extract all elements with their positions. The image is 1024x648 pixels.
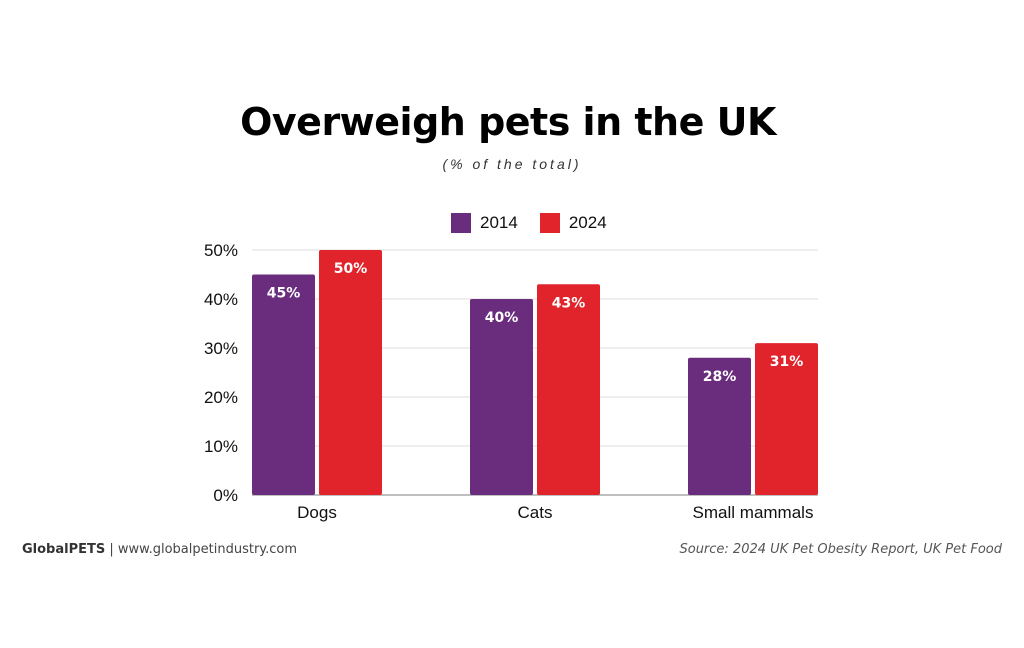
y-tick-label: 20% xyxy=(204,388,238,407)
data-label: 45% xyxy=(267,286,301,302)
x-tick-label: Cats xyxy=(518,503,553,522)
bar-2014-dogs xyxy=(252,274,315,495)
legend-item-2014: 2014 xyxy=(451,213,518,233)
legend-item-2024: 2024 xyxy=(539,213,607,233)
legend-label-2014: 2014 xyxy=(480,213,518,232)
bar-2014-small-mammals xyxy=(688,357,751,495)
chart-subtitle: (% of the total) xyxy=(442,156,582,172)
data-label: 31% xyxy=(770,354,804,370)
y-tick-label: 30% xyxy=(204,339,238,358)
bar-2024-cats xyxy=(537,284,600,495)
footer-separator: | xyxy=(109,542,114,557)
bar-2024-dogs xyxy=(319,250,382,495)
data-label: 43% xyxy=(552,295,586,311)
footer-credit: GlobalPETS | www.globalpetindustry.com xyxy=(22,542,297,557)
footer-brand: GlobalPETS xyxy=(22,542,106,557)
y-tick-label: 0% xyxy=(213,486,238,505)
legend-label-2024: 2024 xyxy=(568,213,607,232)
chart-title: Overweigh pets in the UK xyxy=(240,100,776,144)
data-label: 40% xyxy=(485,310,519,326)
data-label: 50% xyxy=(334,261,368,277)
legend-swatch-2014 xyxy=(451,213,471,233)
data-label: 28% xyxy=(703,369,737,385)
footer-website: www.globalpetindustry.com xyxy=(117,542,298,557)
bar-2024-small-mammals xyxy=(755,343,818,495)
legend: 2014 2024 xyxy=(451,213,629,233)
footer-source: Source: 2024 UK Pet Obesity Report, UK P… xyxy=(679,542,1002,557)
x-tick-label: Small mammals xyxy=(693,503,814,522)
x-tick-label: Dogs xyxy=(297,503,337,522)
y-tick-label: 10% xyxy=(204,437,238,456)
bar-2014-cats xyxy=(470,299,533,495)
y-tick-label: 50% xyxy=(204,241,238,260)
y-tick-label: 40% xyxy=(204,290,238,309)
legend-swatch-2024 xyxy=(539,213,560,233)
